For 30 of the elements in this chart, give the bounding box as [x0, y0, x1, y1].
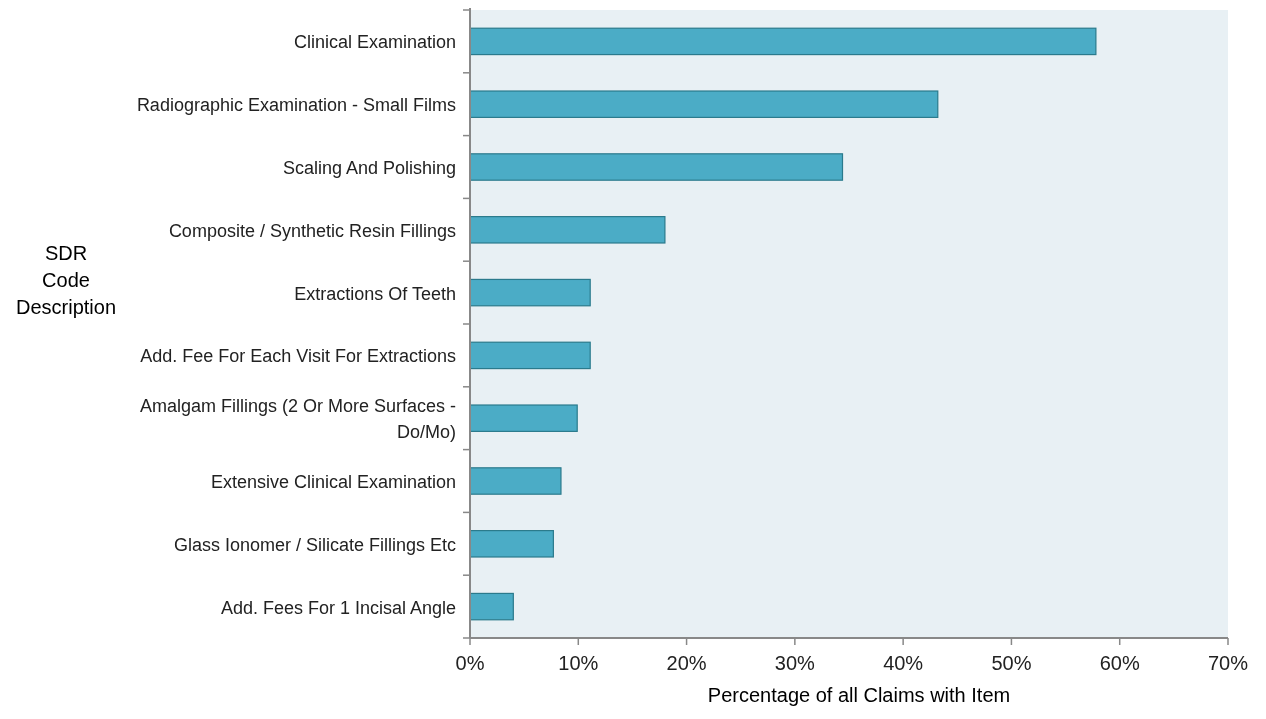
y-tick-label: Glass Ionomer / Silicate Fillings Etc — [173, 534, 456, 555]
y-tick-label: Composite / Synthetic Resin Fillings — [168, 220, 456, 241]
bar — [469, 404, 578, 432]
x-axis-title: Percentage of all Claims with Item — [707, 684, 1011, 706]
bar — [469, 530, 554, 558]
bar — [469, 278, 591, 307]
bar — [469, 27, 1097, 56]
bar — [469, 467, 562, 495]
y-tick-label: Add. Fees For 1 Incisal Angle — [220, 597, 456, 618]
bar — [469, 592, 514, 621]
x-tick-label: 60% — [1099, 652, 1140, 674]
x-tick-label: 70% — [1207, 652, 1249, 674]
y-tick-label: Radiographic Examination - Small Films — [136, 95, 456, 116]
y-tick-label: Add. Fee For Each Visit For Extractions — [140, 346, 456, 367]
y-tick-label: Extensive Clinical Examination — [210, 472, 456, 492]
bar — [469, 341, 591, 370]
x-tick-label: 0% — [455, 652, 485, 674]
y-tick-label: Amalgam Fillings (2 Or More Surfaces - Do/Mo) — [139, 396, 456, 443]
y-tick-label: Clinical Examination — [293, 32, 456, 53]
bar — [469, 153, 844, 181]
x-tick-label: 40% — [883, 652, 924, 674]
bar — [469, 216, 666, 244]
bar — [469, 90, 939, 118]
y-tick-label: Scaling And Polishing — [282, 158, 456, 178]
x-tick-label: 50% — [991, 652, 1032, 674]
x-tick-label: 20% — [666, 652, 707, 674]
x-tick-label: 10% — [558, 652, 599, 674]
y-tick-label: Extractions Of Teeth — [294, 283, 456, 304]
x-tick-label: 30% — [774, 652, 816, 674]
y-axis-title: SDR Code Description — [15, 242, 117, 318]
